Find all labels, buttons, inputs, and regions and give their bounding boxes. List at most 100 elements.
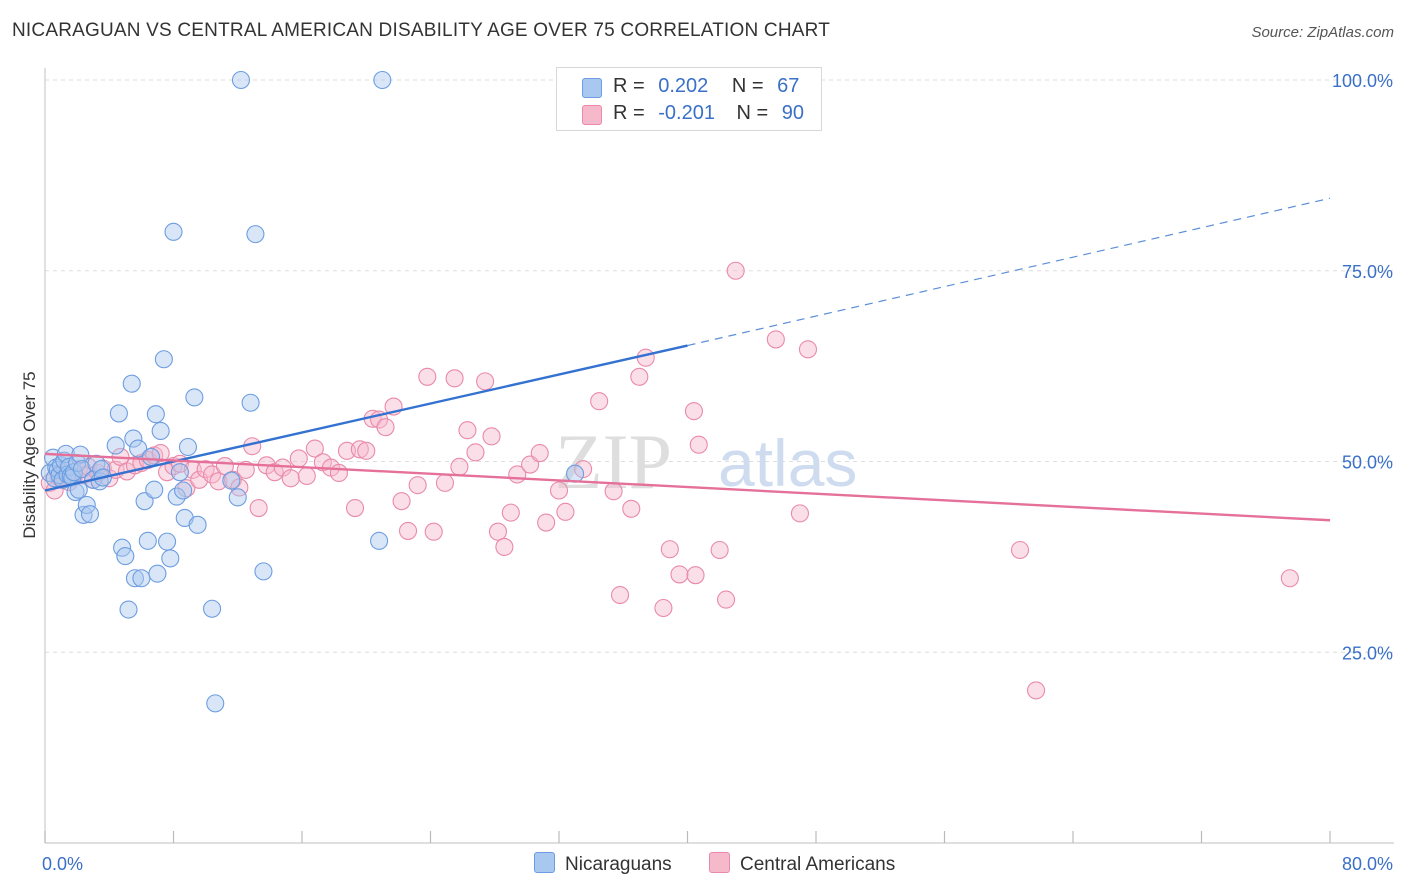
nicaraguans-point — [141, 447, 161, 466]
central-americans-point — [1280, 569, 1299, 588]
source-label: Source: ZipAtlas.com — [1251, 24, 1394, 41]
nicaraguans-point — [106, 436, 125, 455]
nicaraguans-point — [170, 463, 189, 482]
x-tick-label-max: 80.0% — [1342, 854, 1393, 874]
central-americans-point — [151, 444, 170, 463]
legend-n-value: 67 — [777, 75, 800, 97]
bottom-legend-swatch-blue — [534, 852, 555, 873]
central-americans-point — [203, 465, 222, 484]
nicaraguans-point — [151, 421, 170, 441]
nicaraguans-point — [158, 532, 177, 551]
central-americans-point — [376, 418, 395, 437]
central-americans-point — [501, 503, 520, 522]
nicaraguans-point — [228, 488, 247, 507]
central-americans-points — [40, 261, 1299, 700]
central-americans-point — [630, 367, 649, 386]
nicaraguans-point — [188, 515, 207, 534]
central-americans-point — [686, 566, 705, 585]
central-americans-point — [476, 372, 495, 391]
x-tick-label-min: 0.0% — [42, 854, 83, 874]
nicaraguans-point — [174, 481, 193, 500]
nicaraguans-point — [138, 531, 157, 550]
nicaraguans-point — [148, 564, 167, 583]
central-americans-point — [684, 402, 703, 421]
nicaraguans-point — [124, 429, 143, 448]
legend-r-value: -0.201 — [658, 102, 715, 124]
nicaraguans-points — [40, 70, 585, 713]
central-americans-point — [798, 340, 818, 359]
legend-r-label: R = — [613, 75, 645, 97]
nicaraguans-point — [222, 471, 241, 490]
central-americans-point — [305, 439, 324, 458]
bottom-legend-swatch-pink — [709, 852, 730, 873]
nicaraguans-point — [178, 437, 198, 457]
nicaraguans-point — [74, 505, 93, 524]
central-americans-point — [445, 369, 464, 388]
bottom-legend-label: Central Americans — [740, 854, 896, 875]
bottom-legend-central-americans: Central Americans — [709, 852, 895, 876]
watermark-zip: ZIP — [555, 418, 672, 505]
nicaraguans-point — [241, 393, 260, 412]
bottom-legend-label: Nicaraguans — [565, 854, 672, 875]
central-americans-point — [458, 421, 477, 440]
nicaraguans-trend-extension — [687, 197, 1331, 347]
nicaraguans-point — [125, 569, 144, 588]
central-americans-point — [223, 470, 242, 489]
nicaraguans-point — [116, 547, 135, 566]
central-americans-trend-line — [44, 452, 1331, 522]
nicaraguans-point — [164, 222, 183, 241]
central-americans-point — [660, 540, 679, 559]
y-tick-label: 50.0% — [1342, 453, 1393, 473]
grid-lines — [45, 79, 1395, 653]
legend-n-label: N = — [736, 102, 769, 124]
central-americans-point — [435, 473, 455, 492]
central-americans-point — [590, 392, 609, 411]
central-americans-point — [281, 469, 300, 488]
y-tick-labels: 25.0% 50.0% 75.0% 100.0% — [1332, 71, 1393, 663]
central-americans-point — [357, 441, 376, 460]
nicaraguans-point — [185, 388, 204, 407]
central-americans-point — [450, 457, 469, 476]
central-americans-point — [716, 590, 736, 609]
central-americans-point — [350, 440, 369, 459]
nicaraguans-point — [154, 350, 173, 369]
nicaraguans-point — [119, 600, 138, 619]
legend-n-label: N = — [731, 75, 764, 97]
central-americans-point — [495, 537, 514, 557]
central-americans-point — [392, 492, 411, 511]
legend-row-nicaraguans: R = 0.202 N = 67 — [582, 75, 800, 98]
legend-n-value: 90 — [781, 102, 805, 124]
nicaraguans-point — [566, 464, 585, 483]
chart-title: NICARAGUAN VS CENTRAL AMERICAN DISABILIT… — [12, 20, 831, 41]
legend-swatch-pink — [582, 105, 602, 125]
y-tick-label: 75.0% — [1342, 262, 1393, 282]
central-americans-point — [530, 444, 549, 463]
nicaraguans-trend-line — [44, 344, 688, 492]
central-americans-point — [297, 466, 316, 486]
central-americans-point — [482, 427, 501, 446]
nicaraguans-point — [122, 374, 141, 393]
nicaraguans-point — [129, 439, 148, 458]
nicaraguans-point — [132, 569, 151, 588]
central-americans-point — [488, 522, 508, 541]
nicaraguans-point — [109, 404, 128, 423]
legend-r-value: 0.202 — [658, 75, 709, 97]
central-americans-point — [670, 565, 689, 584]
nicaraguans-point — [373, 70, 392, 90]
central-americans-point — [726, 261, 745, 280]
central-americans-point — [209, 472, 228, 491]
central-americans-point — [604, 482, 623, 501]
nicaraguans-point — [80, 505, 100, 524]
central-americans-point — [766, 330, 785, 349]
y-tick-label: 25.0% — [1342, 643, 1393, 663]
nicaraguans-point — [203, 599, 222, 618]
central-americans-point — [1027, 681, 1046, 700]
nicaraguans-point — [246, 225, 265, 244]
central-americans-point — [466, 443, 485, 462]
central-americans-point — [610, 585, 630, 605]
nicaraguans-point — [146, 405, 165, 424]
nicaraguans-point — [145, 480, 164, 499]
central-americans-point — [424, 522, 443, 541]
nicaraguans-point — [254, 562, 273, 581]
